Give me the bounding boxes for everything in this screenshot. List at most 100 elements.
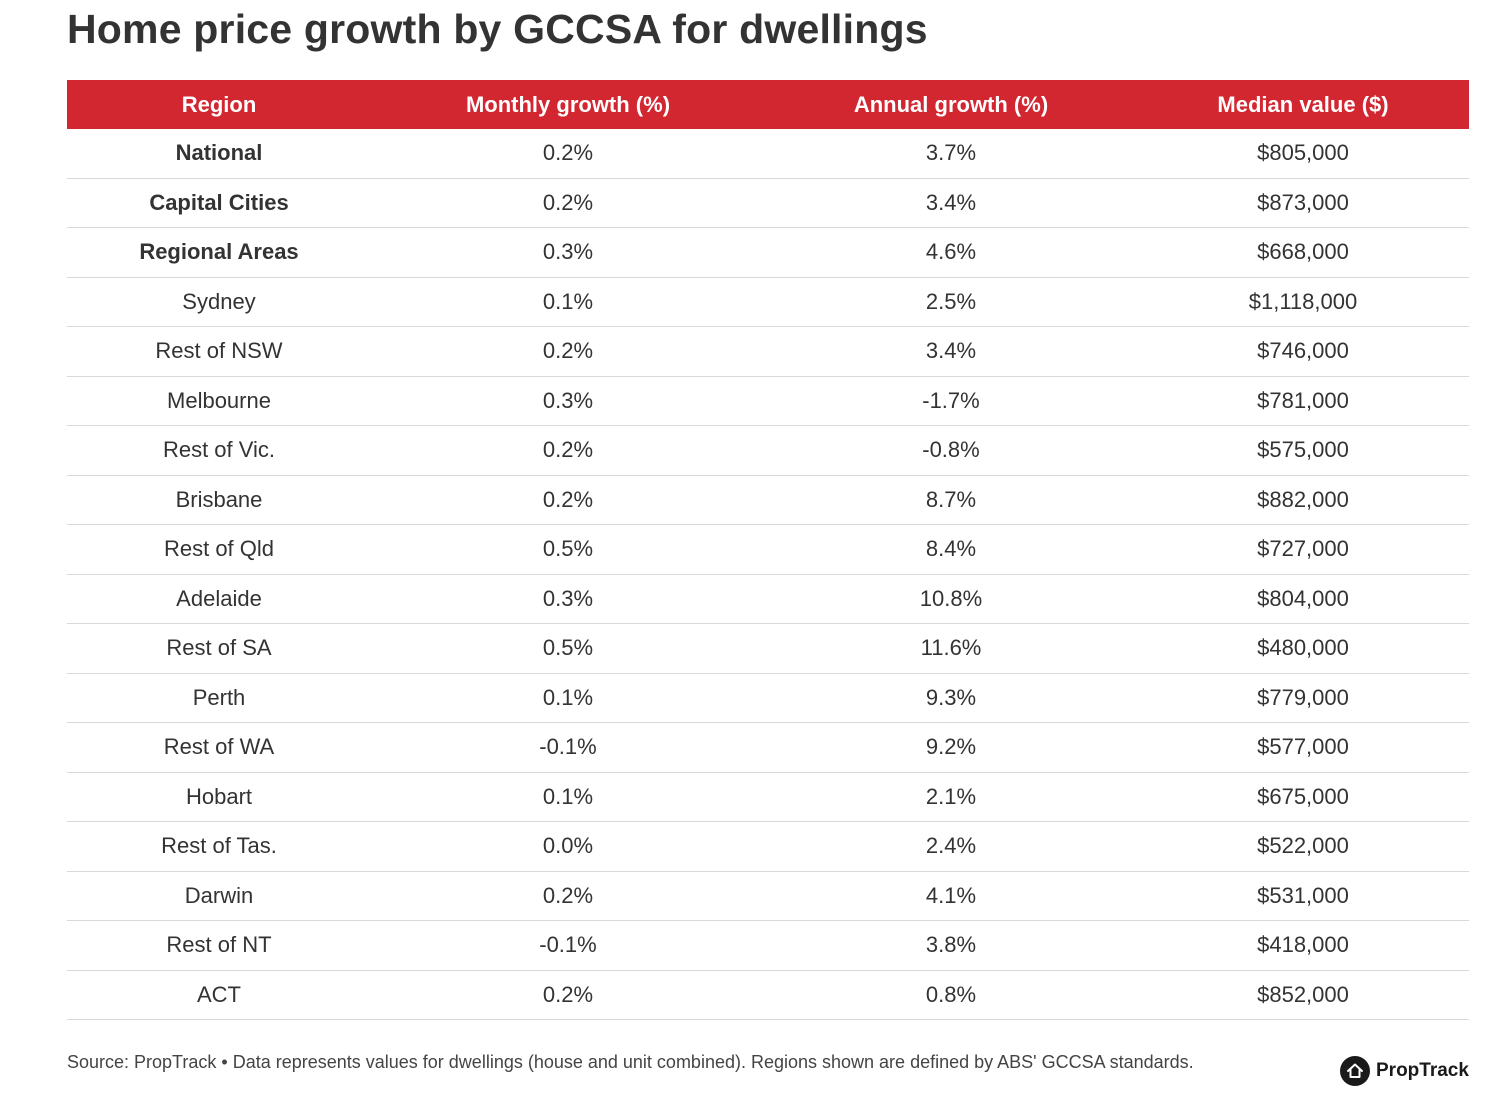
annual-growth-cell: 0.8% xyxy=(765,970,1137,1020)
region-cell: ACT xyxy=(67,970,371,1020)
column-header-annual-growth: Annual growth (%) xyxy=(765,80,1137,129)
region-cell: Rest of Vic. xyxy=(67,425,371,476)
annual-growth-cell: 3.8% xyxy=(765,920,1137,971)
monthly-growth-cell: 0.1% xyxy=(371,277,765,327)
region-cell: Melbourne xyxy=(67,376,371,426)
median-value-cell: $805,000 xyxy=(1137,129,1469,179)
column-header-median-value: Median value ($) xyxy=(1137,80,1469,129)
monthly-growth-cell: 0.3% xyxy=(371,376,765,426)
table-row: Darwin 0.2% 4.1% $531,000 xyxy=(67,871,1469,921)
annual-growth-cell: 3.7% xyxy=(765,129,1137,179)
median-value-cell: $675,000 xyxy=(1137,772,1469,822)
monthly-growth-cell: 0.2% xyxy=(371,475,765,525)
monthly-growth-cell: 0.2% xyxy=(371,970,765,1020)
monthly-growth-cell: 0.2% xyxy=(371,326,765,377)
annual-growth-cell: 4.6% xyxy=(765,227,1137,278)
region-cell: Brisbane xyxy=(67,475,371,525)
chart-title: Home price growth by GCCSA for dwellings xyxy=(67,6,928,52)
annual-growth-cell: -1.7% xyxy=(765,376,1137,426)
annual-growth-cell: 2.5% xyxy=(765,277,1137,327)
table-row: National 0.2% 3.7% $805,000 xyxy=(67,129,1469,179)
region-cell: Perth xyxy=(67,673,371,723)
brand-name: PropTrack xyxy=(1376,1060,1469,1081)
annual-growth-cell: 9.2% xyxy=(765,722,1137,773)
region-cell: Darwin xyxy=(67,871,371,921)
annual-growth-cell: 3.4% xyxy=(765,178,1137,228)
monthly-growth-cell: 0.1% xyxy=(371,772,765,822)
annual-growth-cell: 3.4% xyxy=(765,326,1137,377)
monthly-growth-cell: 0.2% xyxy=(371,871,765,921)
monthly-growth-cell: 0.0% xyxy=(371,821,765,872)
monthly-growth-cell: -0.1% xyxy=(371,722,765,773)
annual-growth-cell: 4.1% xyxy=(765,871,1137,921)
region-cell: Rest of Qld xyxy=(67,524,371,575)
median-value-cell: $746,000 xyxy=(1137,326,1469,377)
median-value-cell: $480,000 xyxy=(1137,623,1469,674)
median-value-cell: $727,000 xyxy=(1137,524,1469,575)
table-row: Melbourne 0.3% -1.7% $781,000 xyxy=(67,376,1469,426)
table-header-row: Region Monthly growth (%) Annual growth … xyxy=(67,80,1469,129)
region-cell: Sydney xyxy=(67,277,371,327)
monthly-growth-cell: 0.5% xyxy=(371,623,765,674)
table-row: Rest of NT -0.1% 3.8% $418,000 xyxy=(67,920,1469,971)
annual-growth-cell: 2.1% xyxy=(765,772,1137,822)
median-value-cell: $531,000 xyxy=(1137,871,1469,921)
annual-growth-cell: 8.7% xyxy=(765,475,1137,525)
annual-growth-cell: 11.6% xyxy=(765,623,1137,674)
region-cell: Adelaide xyxy=(67,574,371,624)
table-row: Sydney 0.1% 2.5% $1,118,000 xyxy=(67,277,1469,327)
monthly-growth-cell: 0.2% xyxy=(371,178,765,228)
region-cell: Rest of WA xyxy=(67,722,371,773)
median-value-cell: $1,118,000 xyxy=(1137,277,1469,327)
region-cell: Rest of NSW xyxy=(67,326,371,377)
table-row: Regional Areas 0.3% 4.6% $668,000 xyxy=(67,227,1469,278)
growth-table: Region Monthly growth (%) Annual growth … xyxy=(67,80,1469,1020)
table-row: Rest of WA -0.1% 9.2% $577,000 xyxy=(67,722,1469,773)
region-cell: Rest of NT xyxy=(67,920,371,971)
region-cell: National xyxy=(67,129,371,179)
table-body: National 0.2% 3.7% $805,000 Capital Cities 0.… xyxy=(67,129,1469,1020)
monthly-growth-cell: 0.2% xyxy=(371,129,765,179)
monthly-growth-cell: 0.3% xyxy=(371,574,765,624)
annual-growth-cell: -0.8% xyxy=(765,425,1137,476)
table-row: Rest of Tas. 0.0% 2.4% $522,000 xyxy=(67,821,1469,872)
monthly-growth-cell: -0.1% xyxy=(371,920,765,971)
monthly-growth-cell: 0.3% xyxy=(371,227,765,278)
median-value-cell: $781,000 xyxy=(1137,376,1469,426)
region-cell: Rest of Tas. xyxy=(67,821,371,872)
median-value-cell: $575,000 xyxy=(1137,425,1469,476)
table-row: ACT 0.2% 0.8% $852,000 xyxy=(67,970,1469,1020)
table-row: Rest of Qld 0.5% 8.4% $727,000 xyxy=(67,524,1469,575)
annual-growth-cell: 8.4% xyxy=(765,524,1137,575)
monthly-growth-cell: 0.1% xyxy=(371,673,765,723)
median-value-cell: $418,000 xyxy=(1137,920,1469,971)
house-icon xyxy=(1340,1056,1370,1086)
table-row: Adelaide 0.3% 10.8% $804,000 xyxy=(67,574,1469,624)
region-cell: Hobart xyxy=(67,772,371,822)
median-value-cell: $577,000 xyxy=(1137,722,1469,773)
median-value-cell: $882,000 xyxy=(1137,475,1469,525)
annual-growth-cell: 2.4% xyxy=(765,821,1137,872)
monthly-growth-cell: 0.5% xyxy=(371,524,765,575)
table-row: Brisbane 0.2% 8.7% $882,000 xyxy=(67,475,1469,525)
column-header-monthly-growth: Monthly growth (%) xyxy=(371,80,765,129)
table-row: Rest of Vic. 0.2% -0.8% $575,000 xyxy=(67,425,1469,476)
median-value-cell: $804,000 xyxy=(1137,574,1469,624)
proptrack-logo: PropTrack xyxy=(1340,1055,1469,1087)
table-row: Rest of NSW 0.2% 3.4% $746,000 xyxy=(67,326,1469,377)
median-value-cell: $668,000 xyxy=(1137,227,1469,278)
table-row: Hobart 0.1% 2.1% $675,000 xyxy=(67,772,1469,822)
region-cell: Regional Areas xyxy=(67,227,371,278)
region-cell: Capital Cities xyxy=(67,178,371,228)
table-row: Perth 0.1% 9.3% $779,000 xyxy=(67,673,1469,723)
monthly-growth-cell: 0.2% xyxy=(371,425,765,476)
region-cell: Rest of SA xyxy=(67,623,371,674)
median-value-cell: $779,000 xyxy=(1137,673,1469,723)
table-row: Rest of SA 0.5% 11.6% $480,000 xyxy=(67,623,1469,674)
column-header-region: Region xyxy=(67,80,371,129)
source-note: Source: PropTrack • Data represents valu… xyxy=(67,1052,1194,1072)
annual-growth-cell: 10.8% xyxy=(765,574,1137,624)
annual-growth-cell: 9.3% xyxy=(765,673,1137,723)
table-row: Capital Cities 0.2% 3.4% $873,000 xyxy=(67,178,1469,228)
median-value-cell: $522,000 xyxy=(1137,821,1469,872)
